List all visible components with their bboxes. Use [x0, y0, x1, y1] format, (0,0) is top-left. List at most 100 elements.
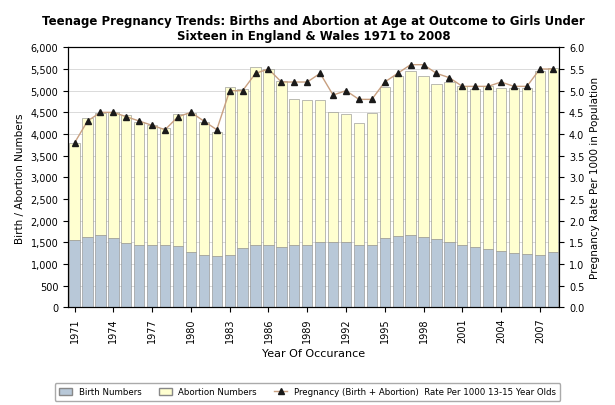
Bar	[379, 239, 390, 308]
Bar	[276, 82, 287, 247]
Bar	[134, 123, 145, 245]
Pregnancy (Birth + Abortion)  Rate Per 1000 13-15 Year Olds	[523, 85, 531, 90]
Title: Teenage Pregnancy Trends: Births and Abortion at Age at Outcome to Girls Under
S: Teenage Pregnancy Trends: Births and Abo…	[42, 15, 585, 43]
Bar	[224, 88, 235, 256]
Bar	[289, 246, 300, 308]
Bar	[341, 115, 351, 243]
Bar	[173, 115, 183, 246]
Bar	[160, 246, 170, 308]
Pregnancy (Birth + Abortion)  Rate Per 1000 13-15 Year Olds	[265, 67, 272, 72]
Bar	[509, 89, 519, 253]
Bar	[160, 128, 170, 246]
Bar	[315, 100, 325, 243]
Bar	[341, 243, 351, 308]
Bar	[147, 245, 157, 308]
Bar	[405, 72, 416, 235]
Bar	[392, 77, 403, 237]
Bar	[69, 143, 80, 241]
Bar	[212, 132, 222, 257]
Bar	[289, 100, 300, 246]
Bar	[186, 114, 196, 252]
Pregnancy (Birth + Abortion)  Rate Per 1000 13-15 Year Olds	[97, 111, 104, 115]
Bar	[263, 70, 274, 245]
Bar	[302, 245, 312, 308]
Pregnancy (Birth + Abortion)  Rate Per 1000 13-15 Year Olds	[433, 72, 440, 77]
Bar	[328, 113, 338, 243]
Bar	[224, 256, 235, 308]
Bar	[108, 113, 119, 239]
Bar	[212, 257, 222, 308]
Bar	[276, 247, 287, 308]
Bar	[263, 245, 274, 308]
Bar	[392, 237, 403, 308]
Pregnancy (Birth + Abortion)  Rate Per 1000 13-15 Year Olds	[304, 80, 311, 85]
Pregnancy (Birth + Abortion)  Rate Per 1000 13-15 Year Olds	[343, 89, 350, 94]
Bar	[431, 239, 442, 308]
X-axis label: Year Of Occurance: Year Of Occurance	[262, 347, 365, 358]
Bar	[328, 243, 338, 308]
Bar	[121, 243, 132, 308]
Pregnancy (Birth + Abortion)  Rate Per 1000 13-15 Year Olds	[161, 128, 169, 133]
Pregnancy (Birth + Abortion)  Rate Per 1000 13-15 Year Olds	[226, 89, 233, 94]
Bar	[367, 245, 377, 308]
Pregnancy (Birth + Abortion)  Rate Per 1000 13-15 Year Olds	[109, 111, 117, 115]
Bar	[522, 254, 532, 308]
Pregnancy (Birth + Abortion)  Rate Per 1000 13-15 Year Olds	[485, 85, 492, 90]
Pregnancy (Birth + Abortion)  Rate Per 1000 13-15 Year Olds	[407, 63, 415, 68]
Y-axis label: Birth / Abortion Numbers: Birth / Abortion Numbers	[15, 113, 25, 243]
Bar	[534, 255, 545, 308]
Bar	[354, 124, 364, 245]
Pregnancy (Birth + Abortion)  Rate Per 1000 13-15 Year Olds	[510, 85, 518, 90]
Pregnancy (Birth + Abortion)  Rate Per 1000 13-15 Year Olds	[446, 76, 453, 81]
Pregnancy (Birth + Abortion)  Rate Per 1000 13-15 Year Olds	[498, 80, 505, 85]
Bar	[444, 83, 454, 243]
Legend: Birth Numbers, Abortion Numbers, Pregnancy (Birth + Abortion)  Rate Per 1000 13-: Birth Numbers, Abortion Numbers, Pregnan…	[55, 383, 560, 401]
Bar	[470, 90, 480, 247]
Pregnancy (Birth + Abortion)  Rate Per 1000 13-15 Year Olds	[368, 98, 376, 102]
Bar	[95, 113, 106, 235]
Pregnancy (Birth + Abortion)  Rate Per 1000 13-15 Year Olds	[330, 94, 337, 98]
Bar	[134, 245, 145, 308]
Bar	[250, 68, 261, 246]
Pregnancy (Birth + Abortion)  Rate Per 1000 13-15 Year Olds	[122, 115, 130, 120]
Bar	[147, 126, 157, 245]
Bar	[496, 251, 506, 308]
Pregnancy (Birth + Abortion)  Rate Per 1000 13-15 Year Olds	[459, 85, 466, 90]
Pregnancy (Birth + Abortion)  Rate Per 1000 13-15 Year Olds	[317, 72, 324, 77]
Pregnancy (Birth + Abortion)  Rate Per 1000 13-15 Year Olds	[549, 67, 557, 72]
Bar	[379, 88, 390, 239]
Bar	[237, 90, 248, 249]
Bar	[483, 249, 493, 308]
Pregnancy (Birth + Abortion)  Rate Per 1000 13-15 Year Olds	[381, 80, 389, 85]
Bar	[444, 243, 454, 308]
Bar	[431, 85, 442, 239]
Bar	[367, 114, 377, 245]
Bar	[470, 247, 480, 308]
Bar	[69, 241, 80, 308]
Pregnancy (Birth + Abortion)  Rate Per 1000 13-15 Year Olds	[472, 85, 479, 90]
Bar	[547, 252, 558, 308]
Bar	[186, 252, 196, 308]
Bar	[534, 72, 545, 255]
Bar	[199, 123, 209, 255]
Pregnancy (Birth + Abortion)  Rate Per 1000 13-15 Year Olds	[394, 72, 402, 77]
Pregnancy (Birth + Abortion)  Rate Per 1000 13-15 Year Olds	[148, 124, 156, 128]
Bar	[173, 246, 183, 308]
Bar	[483, 87, 493, 249]
Pregnancy (Birth + Abortion)  Rate Per 1000 13-15 Year Olds	[213, 128, 220, 133]
Pregnancy (Birth + Abortion)  Rate Per 1000 13-15 Year Olds	[239, 89, 246, 94]
Pregnancy (Birth + Abortion)  Rate Per 1000 13-15 Year Olds	[355, 98, 363, 102]
Bar	[250, 246, 261, 308]
Y-axis label: Pregnancy Rate Per 1000 in Population: Pregnancy Rate Per 1000 in Population	[590, 77, 600, 279]
Pregnancy (Birth + Abortion)  Rate Per 1000 13-15 Year Olds	[200, 119, 207, 124]
Bar	[457, 87, 467, 246]
Line: Pregnancy (Birth + Abortion)  Rate Per 1000 13-15 Year Olds: Pregnancy (Birth + Abortion) Rate Per 10…	[71, 62, 556, 147]
Bar	[199, 255, 209, 308]
Bar	[237, 249, 248, 308]
Pregnancy (Birth + Abortion)  Rate Per 1000 13-15 Year Olds	[174, 115, 181, 120]
Pregnancy (Birth + Abortion)  Rate Per 1000 13-15 Year Olds	[135, 119, 143, 124]
Bar	[315, 243, 325, 308]
Pregnancy (Birth + Abortion)  Rate Per 1000 13-15 Year Olds	[252, 72, 260, 77]
Pregnancy (Birth + Abortion)  Rate Per 1000 13-15 Year Olds	[84, 119, 91, 124]
Bar	[302, 100, 312, 245]
